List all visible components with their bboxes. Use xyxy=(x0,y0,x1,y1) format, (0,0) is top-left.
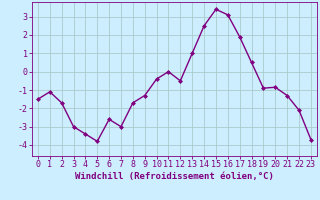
X-axis label: Windchill (Refroidissement éolien,°C): Windchill (Refroidissement éolien,°C) xyxy=(75,172,274,181)
